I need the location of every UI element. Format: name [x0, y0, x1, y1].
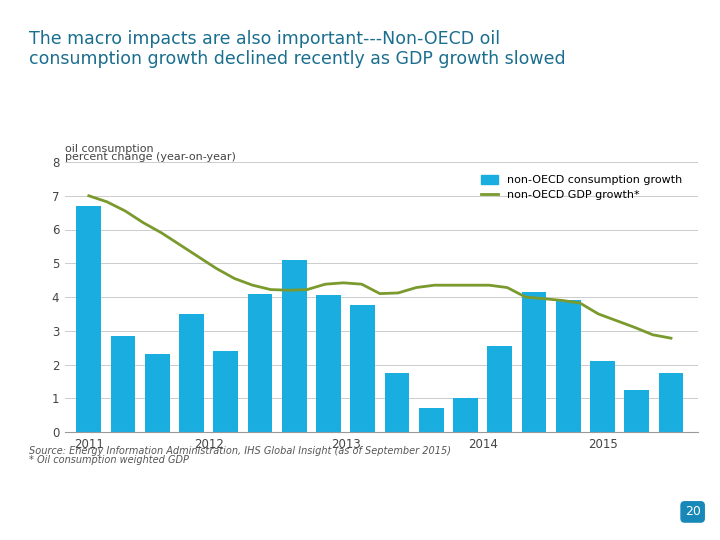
Bar [76, 206, 101, 432]
Text: consumption growth declined recently as GDP growth slowed: consumption growth declined recently as … [29, 50, 565, 68]
Bar [179, 314, 204, 432]
Bar [316, 295, 341, 432]
Bar [111, 336, 135, 432]
Bar [145, 354, 170, 432]
Bar [659, 373, 683, 432]
Bar [590, 361, 615, 432]
Bar [384, 373, 410, 432]
Text: eia: eia [22, 504, 48, 519]
Bar [213, 351, 238, 432]
Legend: non-OECD consumption growth, non-OECD GDP growth*: non-OECD consumption growth, non-OECD GD… [477, 170, 686, 205]
Text: oil consumption: oil consumption [65, 144, 153, 154]
Text: * Oil consumption weighted GDP: * Oil consumption weighted GDP [29, 455, 189, 465]
Text: Source: Energy Information Administration, IHS Global Insight (as of September 2: Source: Energy Information Administratio… [29, 446, 451, 456]
Bar [487, 346, 512, 432]
Text: New York Energy Forum | Oil and gas outlook: New York Energy Forum | Oil and gas outl… [79, 498, 314, 509]
Text: October 15, 2015: October 15, 2015 [79, 509, 171, 519]
Bar [248, 294, 272, 432]
Bar [556, 300, 580, 432]
Bar [522, 292, 546, 432]
Bar [624, 390, 649, 432]
Bar [351, 306, 375, 432]
Text: 20: 20 [685, 505, 701, 518]
Bar [282, 260, 307, 432]
Bar [453, 397, 478, 432]
Text: The macro impacts are also important---Non-OECD oil: The macro impacts are also important---N… [29, 30, 500, 48]
Text: percent change (year-on-year): percent change (year-on-year) [65, 152, 235, 162]
Bar [419, 408, 444, 432]
